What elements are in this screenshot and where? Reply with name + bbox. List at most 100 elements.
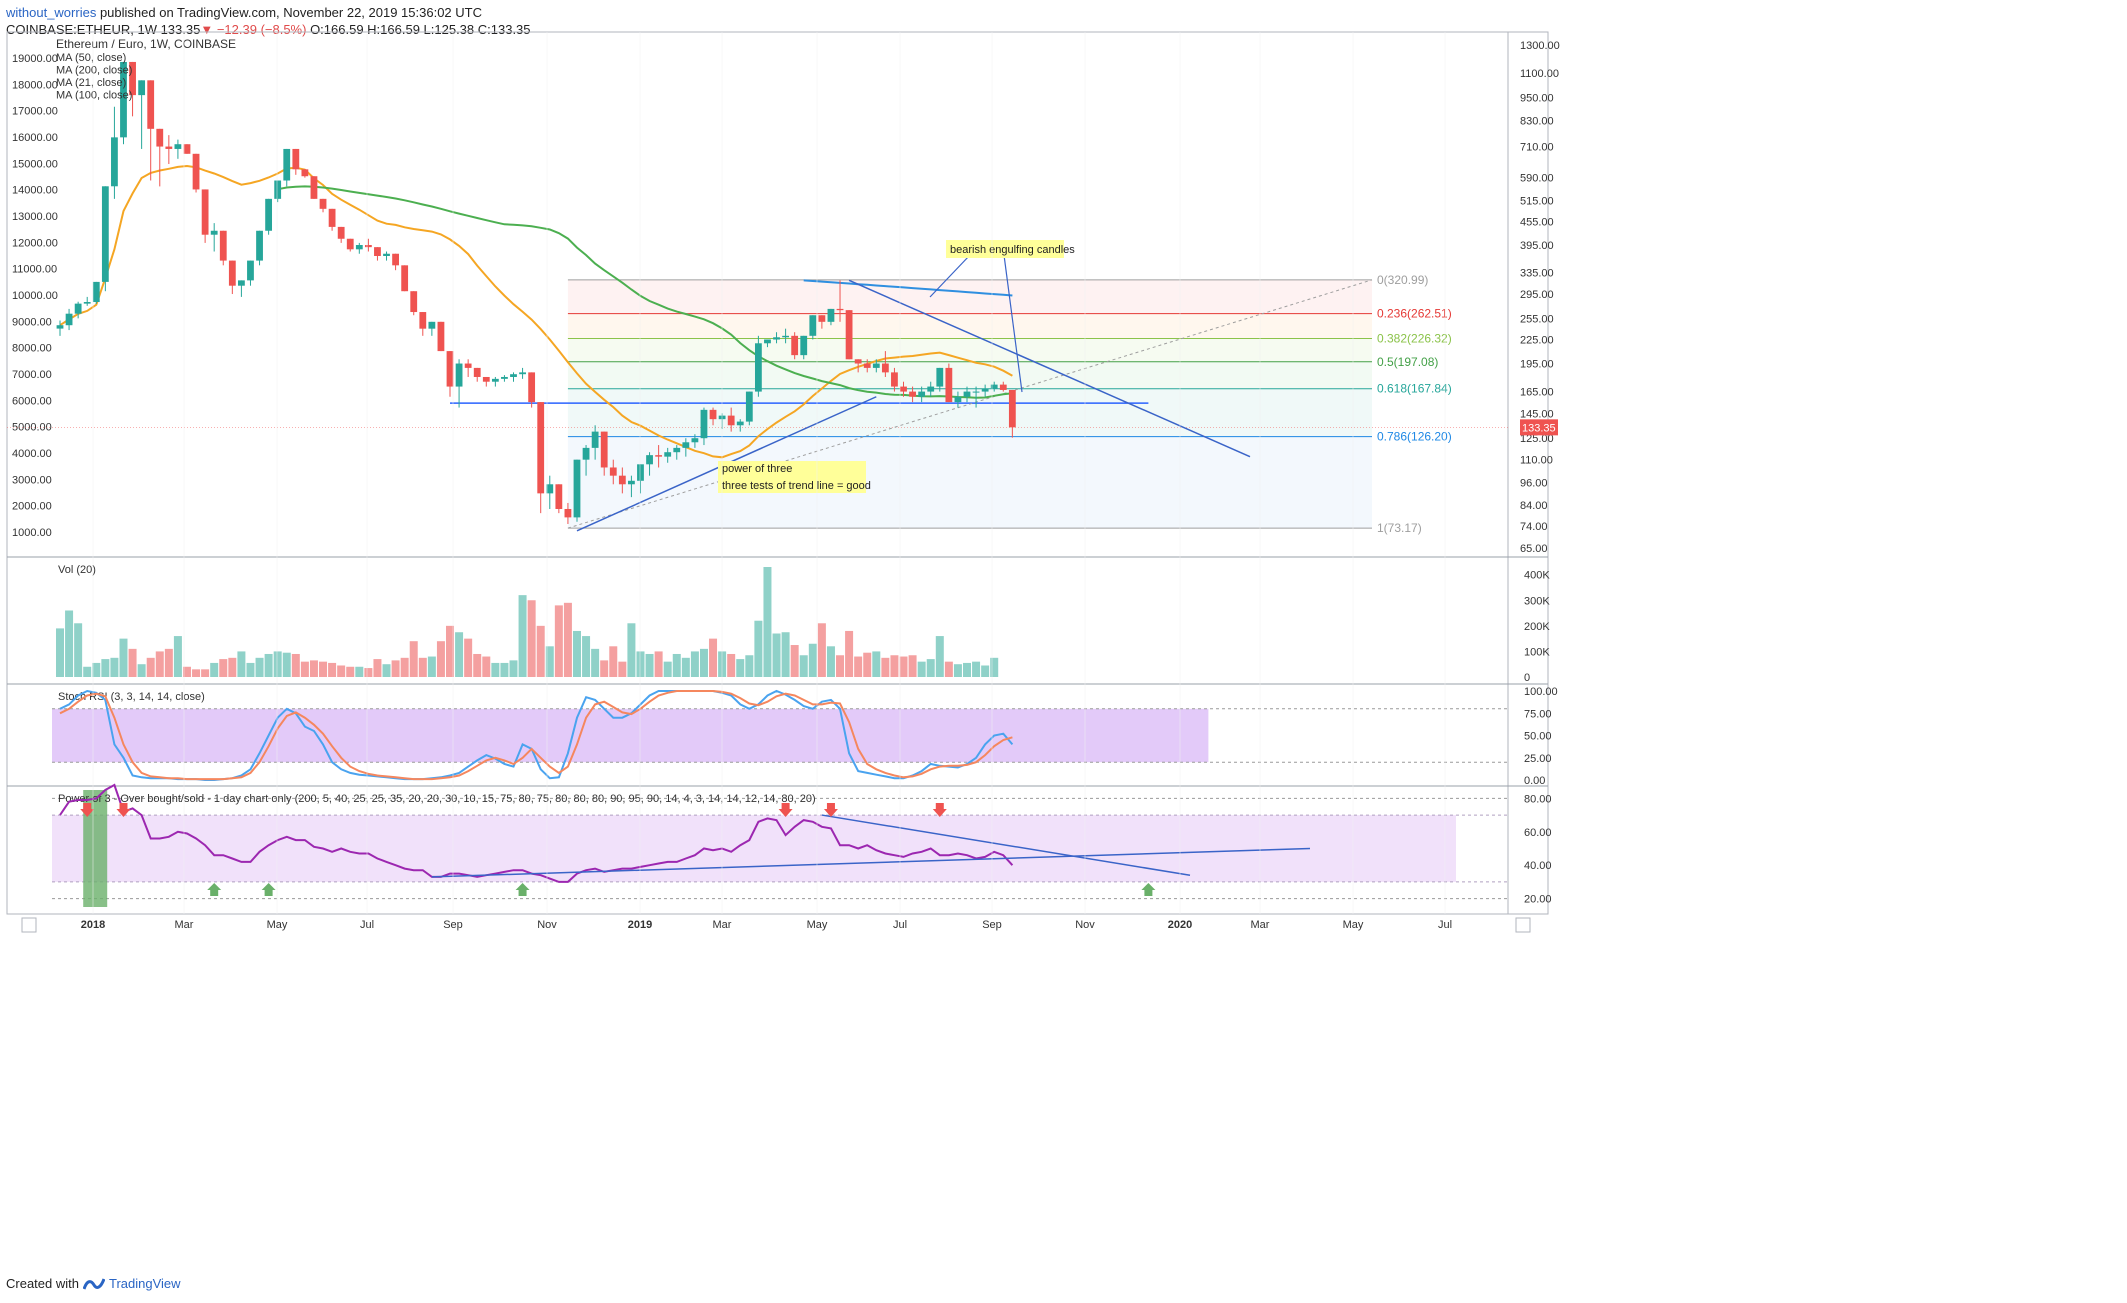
left-axis-tick: 15000.00 <box>12 158 58 170</box>
volume-bar <box>863 652 872 677</box>
volume-bar <box>890 655 899 677</box>
stoch-axis-tick: 100.00 <box>1524 686 1558 698</box>
candle-down <box>1008 389 1016 428</box>
candle-up <box>455 363 463 387</box>
candle-up <box>809 315 817 336</box>
time-axis-tick: Jul <box>1438 919 1452 931</box>
volume-pane-title: Vol (20) <box>58 564 96 576</box>
candle-up <box>927 386 935 392</box>
candle-up <box>428 321 436 329</box>
left-axis-tick: 18000.00 <box>12 79 58 91</box>
symbol-label: COINBASE:ETHEUR, 1W <box>6 22 161 37</box>
candle-down <box>600 431 608 468</box>
candle-up <box>491 378 499 382</box>
volume-bar <box>491 662 500 677</box>
candle-down <box>791 335 799 356</box>
annotation-pointer-2 <box>1003 254 1023 393</box>
candle-up <box>210 230 218 235</box>
candle-down <box>183 144 191 154</box>
candle-up <box>936 367 944 387</box>
volume-bar <box>845 630 854 677</box>
volume-bar <box>609 646 618 677</box>
candle-up <box>972 391 980 393</box>
right-axis-tick: 145.00 <box>1520 408 1554 420</box>
volume-bar <box>192 669 201 677</box>
time-axis-tick: May <box>267 919 288 931</box>
left-axis-tick: 7000.00 <box>12 369 52 381</box>
right-axis-tick: 1100.00 <box>1520 68 1559 80</box>
candle-down <box>228 260 236 286</box>
last-price-badge-bg <box>1520 419 1558 436</box>
volume-bar <box>981 665 990 677</box>
time-axis-tick: May <box>807 919 828 931</box>
volume-bar <box>582 636 591 677</box>
right-axis-tick: 515.00 <box>1520 195 1554 207</box>
time-axis-tick: Sep <box>443 919 463 931</box>
ma-21-line <box>59 164 1013 459</box>
volume-bar <box>119 638 128 677</box>
candle-down <box>292 148 300 170</box>
candle-up <box>101 186 109 282</box>
price-change: ▼ −12.39 (−8.5%) <box>200 22 306 37</box>
candle-up <box>274 180 282 199</box>
candle-down <box>364 245 372 248</box>
volume-bar <box>128 648 137 677</box>
ma-legend-item: MA (50, close) <box>56 52 126 64</box>
candle-up <box>673 447 681 453</box>
volume-bar <box>672 653 681 677</box>
left-axis-tick: 1000.00 <box>12 527 52 539</box>
volume-axis-tick: 400K <box>1524 570 1550 582</box>
time-axis-tick: 2018 <box>81 919 105 931</box>
candle-up <box>247 260 254 281</box>
volume-bar <box>282 652 291 677</box>
volume-bar <box>944 661 953 677</box>
fib-level-label: 1(73.17) <box>1377 521 1422 535</box>
volume-bar <box>545 646 554 677</box>
left-axis-tick: 2000.00 <box>12 501 52 513</box>
volume-bar <box>781 632 790 677</box>
volume-bar <box>690 651 699 677</box>
zoom-button-icon <box>21 917 37 933</box>
candle-down <box>863 363 871 368</box>
annotation-bg <box>946 240 1064 258</box>
descending-trendline <box>848 279 1251 458</box>
candle-down <box>891 372 898 387</box>
left-axis-tick: 9000.00 <box>12 316 52 328</box>
volume-bar <box>164 648 173 677</box>
created-with-label: Created with <box>6 1276 79 1291</box>
time-axis-tick: Jul <box>360 919 374 931</box>
publish-info: published on TradingView.com, November 2… <box>96 5 482 20</box>
volume-bar <box>899 656 908 677</box>
time-axis-tick: Nov <box>1075 919 1095 931</box>
time-axis-tick: Jul <box>893 919 907 931</box>
stoch-axis-tick: 25.00 <box>1524 753 1552 765</box>
volume-bar <box>364 668 373 677</box>
candle-down <box>537 402 545 494</box>
volume-bar <box>826 646 835 677</box>
volume-bar <box>83 666 92 677</box>
right-axis-tick: 710.00 <box>1520 142 1554 154</box>
volume-bar <box>237 651 246 677</box>
left-axis-tick: 13000.00 <box>12 211 58 223</box>
volume-bar <box>228 657 237 677</box>
volume-bar <box>572 630 581 677</box>
sell-arrow-icon <box>116 803 131 817</box>
time-axis-tick: Mar <box>175 919 194 931</box>
right-axis-tick: 165.00 <box>1520 387 1554 399</box>
candle-up <box>745 391 753 422</box>
candle-up <box>591 431 599 448</box>
buy-arrow-icon <box>515 883 530 896</box>
time-axis-tick: Mar <box>713 919 732 931</box>
power-trendline-falling <box>821 814 1191 876</box>
volume-bar <box>219 659 228 677</box>
candle-up <box>510 374 517 377</box>
volume-bar <box>972 661 981 677</box>
left-axis-tick: 17000.00 <box>12 106 58 118</box>
tradingview-link[interactable]: TradingView <box>108 1276 181 1291</box>
author-link[interactable]: without_worries <box>6 5 97 20</box>
volume-bar <box>935 636 944 677</box>
fib-level-label: 0.382(226.32) <box>1377 332 1452 346</box>
right-axis-tick: 335.00 <box>1520 268 1554 280</box>
candle-up <box>764 339 771 344</box>
